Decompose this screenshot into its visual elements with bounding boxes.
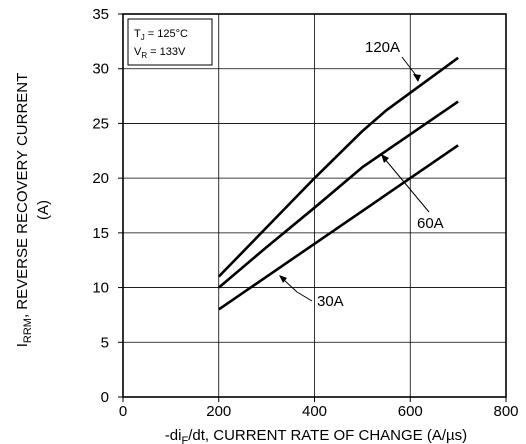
series-line-30a [218,144,459,311]
series-label-30a-leader [296,291,313,302]
condition-tj: TJ = 125°C [134,28,188,42]
condition-vr: VR = 133V [134,46,186,60]
x-tick-label: 400 [302,403,327,420]
series-label-30a-leader-2 [282,278,298,293]
y-axis-label: IRRM, REVERSE RECOVERY CURRENT [14,73,34,348]
conditions-box [127,18,213,66]
grid [123,14,506,397]
y-tick-label: 10 [92,280,109,297]
x-tick-labels: 0 200 400 600 800 [119,403,519,420]
tick-marks [118,13,507,402]
x-tick-label: 0 [119,403,127,420]
series-label-120a: 120A [365,39,400,56]
series-line-60a [217,100,459,289]
x-tick-label: 600 [398,403,423,420]
y-tick-label: 0 [101,389,109,406]
x-tick-label: 800 [493,403,518,420]
y-tick-labels: 0 5 10 15 20 25 30 35 [92,6,109,406]
y-tick-label: 20 [92,170,109,187]
y-tick-label: 30 [92,61,109,78]
y-tick-label: 15 [92,225,109,242]
series-label-30a-arrowhead [279,275,287,283]
series-label-30a: 30A [317,293,344,310]
series-label-60a-arrowhead [381,154,389,163]
x-tick-label: 200 [206,403,231,420]
series-label-120a-arrowhead [413,74,421,82]
series-line-120a [217,56,459,278]
y-tick-label: 5 [101,334,109,351]
y-tick-label: 25 [92,115,109,132]
x-axis-label: -diF/dt, CURRENT RATE OF CHANGE (A/µs) [165,427,467,444]
series-label-60a: 60A [417,215,444,232]
y-tick-label: 35 [92,6,109,23]
y-axis-unit: (A) [35,200,52,220]
series-label-60a-leader [383,157,430,213]
series-lines [217,56,459,311]
